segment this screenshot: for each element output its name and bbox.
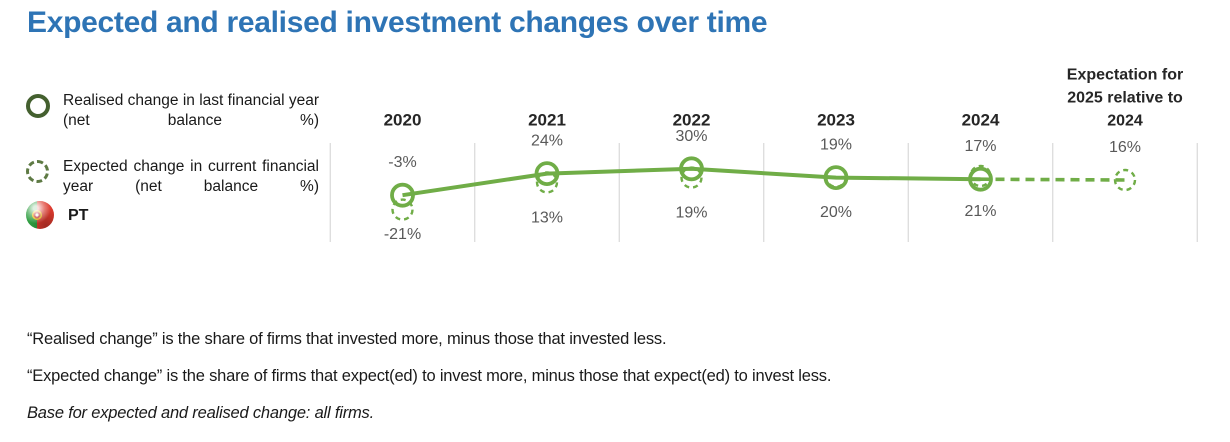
realised-point	[823, 165, 849, 191]
footnote-expected-definition: “Expected change” is the share of firms …	[27, 367, 832, 385]
value-label-bottom: 20%	[820, 204, 852, 221]
category-label: 2020	[384, 111, 422, 130]
legend-expected-label: Expected change in current financial yea…	[63, 158, 319, 195]
value-label-bottom: 21%	[964, 203, 996, 220]
chart-svg: 2020 2021 2022 2023 2024 Expectation for 2025 …	[329, 67, 1198, 243]
value-label-top: 16%	[1109, 139, 1141, 156]
category-label: 2021	[528, 111, 566, 130]
category-label: 2022	[673, 111, 711, 130]
value-label-top: 30%	[675, 128, 707, 145]
expected-point	[391, 198, 414, 221]
dashed-circle-icon	[26, 160, 49, 183]
value-label-bottom: 13%	[531, 209, 563, 226]
chart-legend: Realised change in last financial year (…	[0, 0, 325, 260]
footnote-realised-definition: “Realised change” is the share of firms …	[27, 330, 667, 348]
value-label-top: 17%	[964, 138, 996, 155]
value-label-bottom: 19%	[675, 205, 707, 222]
country-code-label: PT	[68, 207, 89, 224]
footnotes: “Realised change” is the share of firms …	[27, 330, 1207, 441]
footnote-base: Base for expected and realised change: a…	[27, 404, 374, 422]
legend-item-country: PT	[26, 201, 88, 259]
expected-point	[1113, 168, 1137, 192]
legend-item-realised: Realised change in last financial year (…	[26, 91, 319, 151]
expected-point	[680, 166, 703, 189]
category-label: 2024	[1107, 113, 1143, 130]
value-label-top: 19%	[820, 137, 852, 154]
value-label-bottom: -21%	[384, 226, 421, 243]
category-label: 2024	[962, 111, 1000, 130]
realised-point	[534, 161, 560, 187]
solid-circle-icon	[26, 94, 50, 118]
legend-item-expected: Expected change in current financial yea…	[26, 157, 319, 217]
realised-trend-line	[402, 166, 981, 198]
value-label-top: -3%	[388, 154, 416, 171]
page-title: Expected and realised investment changes…	[27, 6, 768, 39]
realised-point	[390, 182, 415, 208]
realised-point	[679, 156, 704, 182]
category-label: Expectation for	[1067, 67, 1183, 84]
realised-point	[968, 166, 993, 192]
expected-point	[535, 171, 559, 194]
legend-realised-label: Realised change in last financial year (…	[63, 92, 319, 129]
value-label-top: 24%	[531, 133, 563, 150]
forecast-dashed-line	[980, 177, 1126, 182]
pt-flag-icon	[26, 201, 54, 229]
category-label: 2023	[817, 111, 855, 130]
category-label: 2025 relative to	[1067, 90, 1183, 107]
